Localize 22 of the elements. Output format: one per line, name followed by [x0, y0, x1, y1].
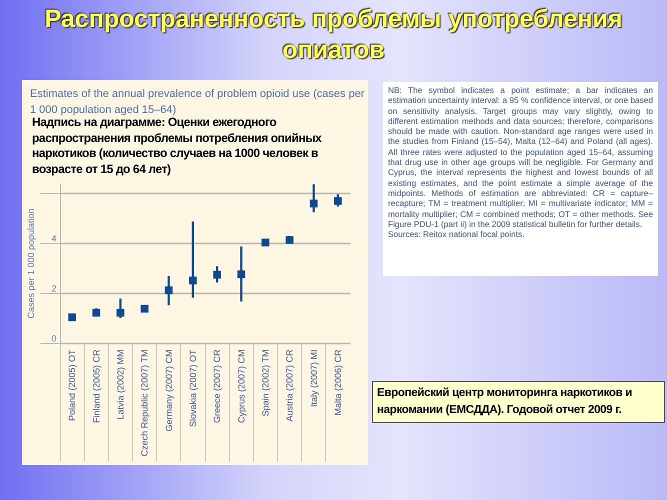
source-note: Sources: Reitox national focal points.	[388, 229, 526, 240]
x-tick-label: Latvia (2002) MM	[115, 350, 126, 420]
y-tick-label: 2	[51, 284, 56, 294]
x-tick-label: Poland (2005) OT	[67, 349, 78, 422]
x-tick-label: Finland (2005) CR	[91, 349, 102, 424]
x-tick-label: Slovakia (2007) OT	[188, 349, 198, 428]
chart-title: Распространенность проблемы употребления опиатов	[44, 4, 624, 66]
x-tick-label: Italy (2007) MI	[308, 350, 319, 408]
x-tick-label: Spain (2002) TM	[260, 350, 270, 416]
x-tick-label: Austria (2007) CR	[284, 349, 295, 422]
text: NB: The symbol indicates a point estimate; a bar indicates an estimation uncertainty interval: a 95 % confidence interval, or one based on sensitivity analysis. Target groups may vary slightly, owing to different estimation methods and data sources; therefore, comparisons should be made with caution. Non-standard age ranges were used in the studies from Finland (15–54), Malta (12–64) and Poland (all ages). All three rates were adjusted to the population aged 15–64, assuming that drug use in other age groups will be negligible. For Germany and Cyprus, the interval represents the highest and lowest bounds of all existing estimates, and the point estimate a simple average of the midpoints. Methods of estimation are abbreviated: CR = capture–recapture; TM = treatment multiplier; MI = multivariate indicator; MM = mortality multiplier; CM = combined methods; OT = other methods. See Figure PDU-1 (part ii) in the 2009 statistical bulletin for further details.	[388, 85, 653, 229]
x-tick-label: Germany (2007) CM	[164, 350, 174, 432]
text: Надпись на диаграмме: Оценки ежегодного распространения проблемы потребления опийных наркотиков (количество случаев на 1000 человек в возрасте от 15 до 64 лет)	[32, 115, 322, 177]
y-tick-label: 0	[51, 334, 56, 344]
y-tick-label: 4	[51, 234, 56, 244]
y-axis-title: Cases per 1 000 population	[26, 208, 36, 319]
x-tick-label: Czech Republic (2007) TM	[140, 350, 150, 456]
x-tick-label: Malta (2006) CR	[332, 349, 343, 416]
text: Европейский центр мониторинга наркотиков и наркомании (ЕМСДДА). Годовой отчет 2009 г.	[372, 381, 665, 423]
chart-subtitle: Estimates of the annual prevalence of problem opioid use (cases per 1 000 population aged 15–64)	[30, 87, 365, 118]
x-tick-label: Cyprus (2007) CM	[236, 350, 246, 424]
x-tick-label: Greece (2007) CR	[212, 349, 222, 424]
